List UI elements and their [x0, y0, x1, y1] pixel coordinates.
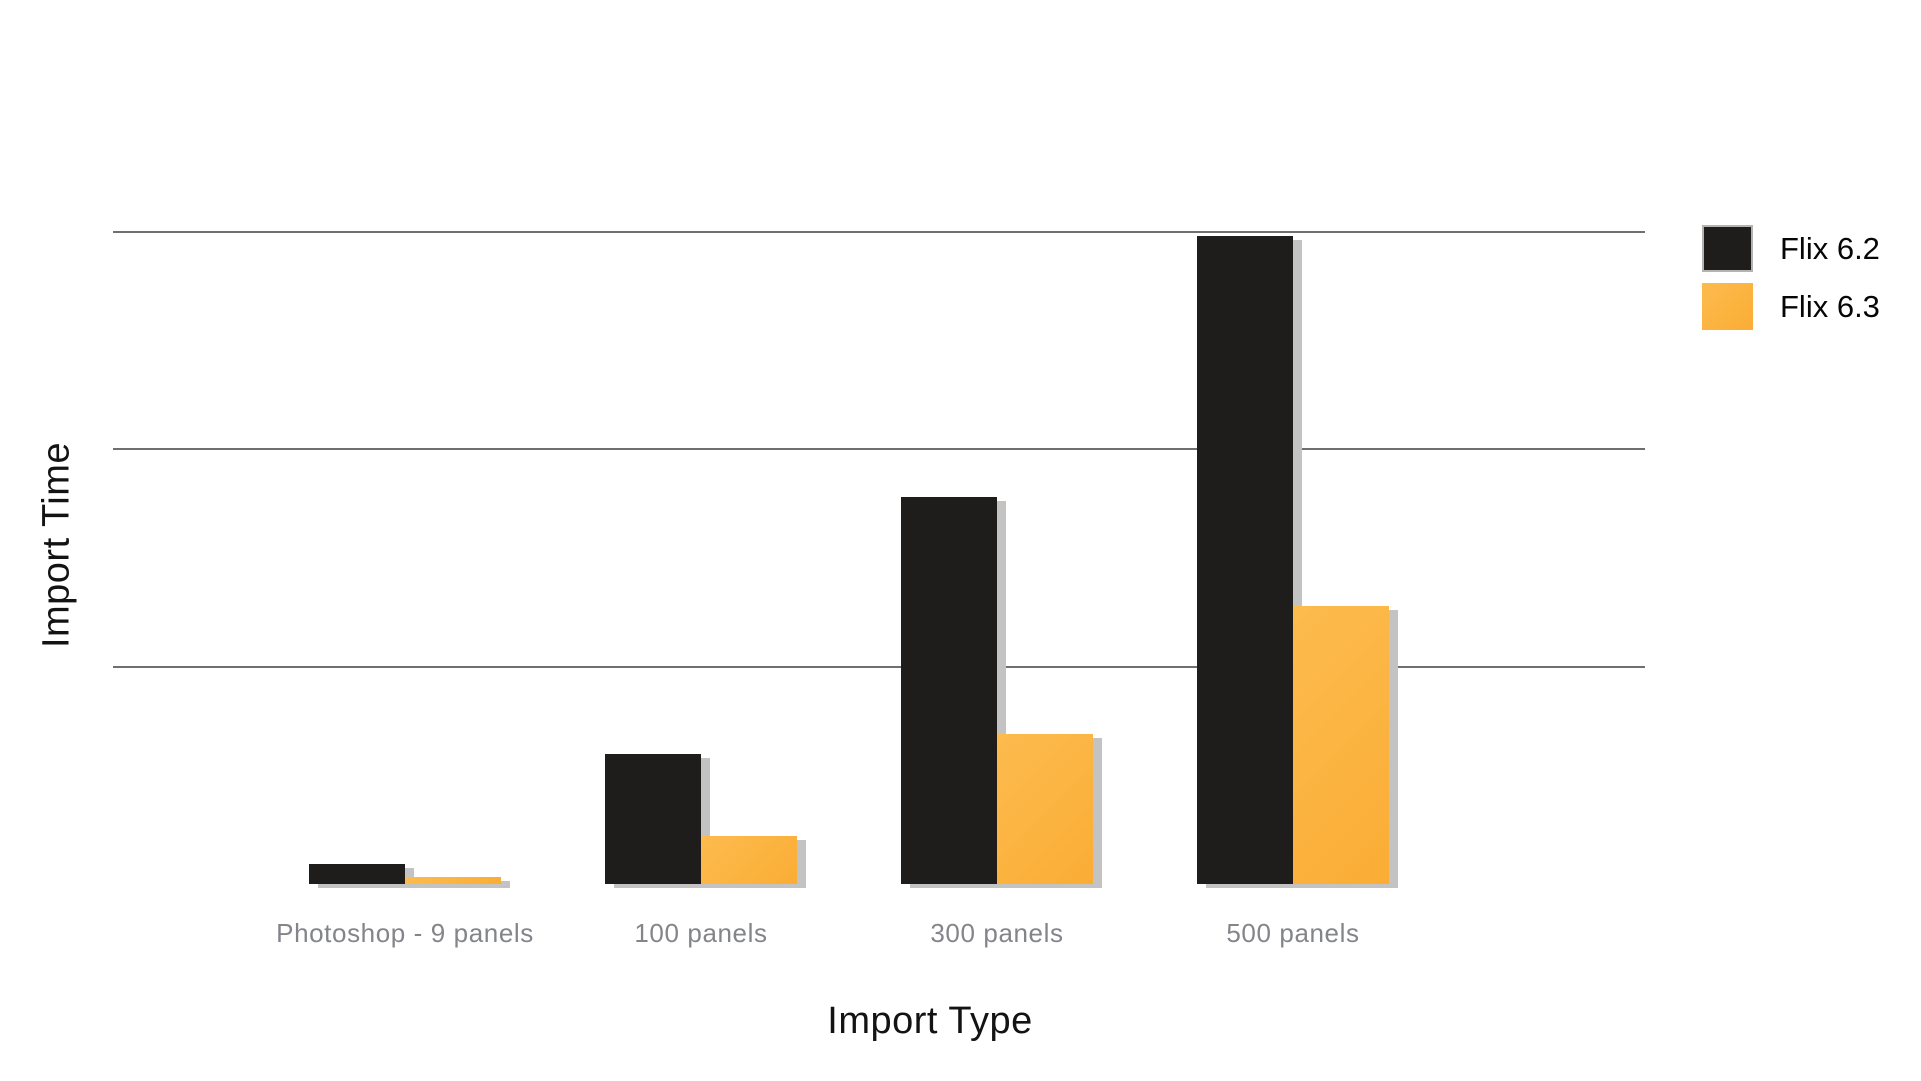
bar-flix-6-3-500-panels: [1293, 606, 1389, 884]
legend: Flix 6.2 Flix 6.3: [1702, 225, 1880, 341]
gridline-y-3: [113, 231, 1645, 234]
x-axis-title: Import Type: [827, 1000, 1033, 1042]
legend-swatch-flix-6-2: [1702, 225, 1753, 272]
bar-flix-6-3-300-panels: [997, 734, 1093, 884]
plot-area: Photoshop - 9 panels 100 panels 300 panels…: [113, 150, 1645, 948]
x-tick-label-photoshop-9-panels: Photoshop - 9 panels: [276, 918, 534, 948]
x-tick-label-500-panels: 500 panels: [1226, 918, 1360, 948]
legend-item-flix-6-2: Flix 6.2: [1702, 225, 1880, 272]
bar-flix-6-3-photoshop-9-panels: [405, 877, 501, 884]
x-tick-label-100-panels: 100 panels: [634, 918, 768, 948]
bar-flix-6-2-photoshop-9-panels: [309, 864, 405, 884]
gridline-y-1: [113, 665, 1645, 668]
legend-item-flix-6-3: Flix 6.3: [1702, 283, 1880, 330]
gridline-y-2: [113, 448, 1645, 451]
legend-label-flix-6-3: Flix 6.3: [1780, 288, 1880, 324]
y-axis-title: Import Time: [35, 441, 78, 649]
bar-flix-6-2-500-panels: [1197, 236, 1293, 884]
legend-label-flix-6-2: Flix 6.2: [1780, 230, 1880, 266]
x-tick-label-300-panels: 300 panels: [930, 918, 1064, 948]
bar-flix-6-3-100-panels: [701, 836, 797, 884]
legend-swatch-flix-6-3: [1702, 283, 1753, 330]
bar-flix-6-2-300-panels: [901, 497, 997, 884]
bar-flix-6-2-100-panels: [605, 754, 701, 884]
